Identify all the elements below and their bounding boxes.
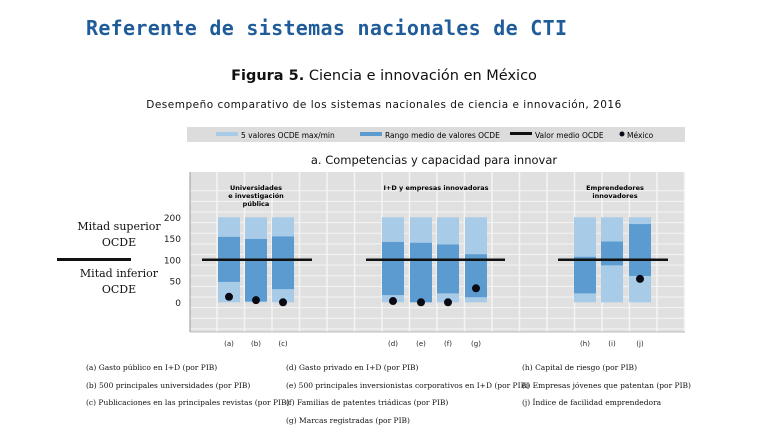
side-divider	[57, 258, 131, 261]
upper-label-line2: OCDE	[101, 236, 137, 249]
x-tick-label: (i)	[608, 340, 616, 348]
figure-subtitle: Desempeño comparativo de los sistemas na…	[146, 99, 622, 111]
group-label: Universidades	[230, 184, 282, 192]
mexico-point	[417, 298, 425, 307]
y-tick-label: 150	[164, 235, 181, 245]
x-tick-label: (h)	[580, 340, 590, 348]
x-tick-label: (e)	[416, 340, 426, 348]
bar-middle-range-h	[574, 256, 596, 294]
mexico-point	[252, 296, 260, 305]
mexico-point	[389, 297, 397, 306]
x-tick-label: (f)	[444, 340, 452, 348]
upper-label-line1: Mitad superior	[77, 220, 161, 233]
x-tick-label: (d)	[388, 340, 398, 348]
footnote-item: (d) Gasto privado en I+D (por PIB)	[286, 363, 419, 372]
upper-half-label: Mitad superior OCDE	[64, 220, 174, 249]
lower-label-line2: OCDE	[101, 283, 137, 296]
footnote-item: (e) 500 principales inversionistas corpo…	[286, 380, 530, 390]
bar-middle-range-i	[601, 241, 623, 266]
mexico-point	[225, 292, 233, 301]
legend-swatch-mexico	[619, 131, 625, 137]
legend-swatch-minmax	[216, 132, 238, 136]
bar-middle-range-g	[465, 254, 487, 298]
y-tick-label: 0	[175, 299, 181, 309]
group-label: e investigación	[228, 192, 284, 200]
footnote-item: (c) Publicaciones en las principales rev…	[86, 398, 290, 407]
x-tick-label: (b)	[251, 340, 261, 348]
legend-background	[187, 127, 685, 142]
legend-swatch-mean	[510, 132, 532, 135]
legend-label-mexico: México	[627, 131, 654, 140]
mexico-point	[636, 274, 644, 283]
bar-middle-range-f	[437, 244, 459, 294]
y-tick-label: 50	[170, 278, 182, 288]
legend-label-mean: Valor medio OCDE	[535, 131, 604, 140]
group-label: innovadores	[592, 192, 637, 200]
bar-middle-range-j	[629, 224, 651, 276]
x-tick-label: (g)	[471, 340, 481, 348]
panel-title: a. Competencias y capacidad para innovar	[310, 153, 558, 167]
footnote-item: (b) 500 principales universidades (por P…	[86, 380, 251, 390]
bar-middle-range-b	[245, 238, 267, 302]
group-label: I+D y empresas innovadoras	[383, 184, 488, 192]
mexico-point	[472, 284, 480, 293]
y-tick-label: 200	[164, 214, 181, 224]
legend-label-middle-range: Rango medio de valores OCDE	[385, 131, 500, 140]
figure-label: Figura 5.	[231, 68, 305, 84]
y-tick-label: 100	[164, 256, 181, 266]
x-tick-label: (a)	[224, 340, 234, 348]
footnote-item: (i) Empresas jóvenes que patentan (por P…	[522, 380, 691, 390]
bar-middle-range-d	[382, 241, 404, 296]
document-title: Referente de sistemas nacionales de CTI	[86, 16, 568, 40]
bar-middle-range-c	[272, 236, 294, 290]
x-tick-label: (c)	[278, 340, 288, 348]
footnote-item: (f) Familias de patentes triádicas (por …	[286, 398, 449, 407]
group-label: Emprendedores	[586, 184, 644, 192]
bar-middle-range-e	[410, 242, 432, 303]
legend-label-minmax: 5 valores OCDE max/min	[241, 131, 335, 140]
figure-title-text: Ciencia e innovación en México	[308, 68, 537, 84]
mexico-point	[444, 298, 452, 307]
lower-half-label: Mitad inferior OCDE	[64, 267, 174, 296]
footnote-item: (g) Marcas registradas (por PIB)	[286, 415, 410, 425]
legend-swatch-middle-range	[360, 132, 382, 136]
lower-label-line1: Mitad inferior	[79, 267, 159, 280]
group-label: pública	[243, 200, 270, 208]
mexico-point	[279, 298, 287, 307]
footnote-item: (h) Capital de riesgo (por PIB)	[522, 363, 637, 372]
footnote-item: (j) Índice de facilidad emprendedora	[522, 398, 662, 407]
figure-title: Figura 5. Ciencia e innovación en México	[0, 68, 768, 84]
footnote-item: (a) Gasto público en I+D (por PIB)	[86, 363, 218, 372]
x-tick-label: (j)	[636, 340, 644, 348]
